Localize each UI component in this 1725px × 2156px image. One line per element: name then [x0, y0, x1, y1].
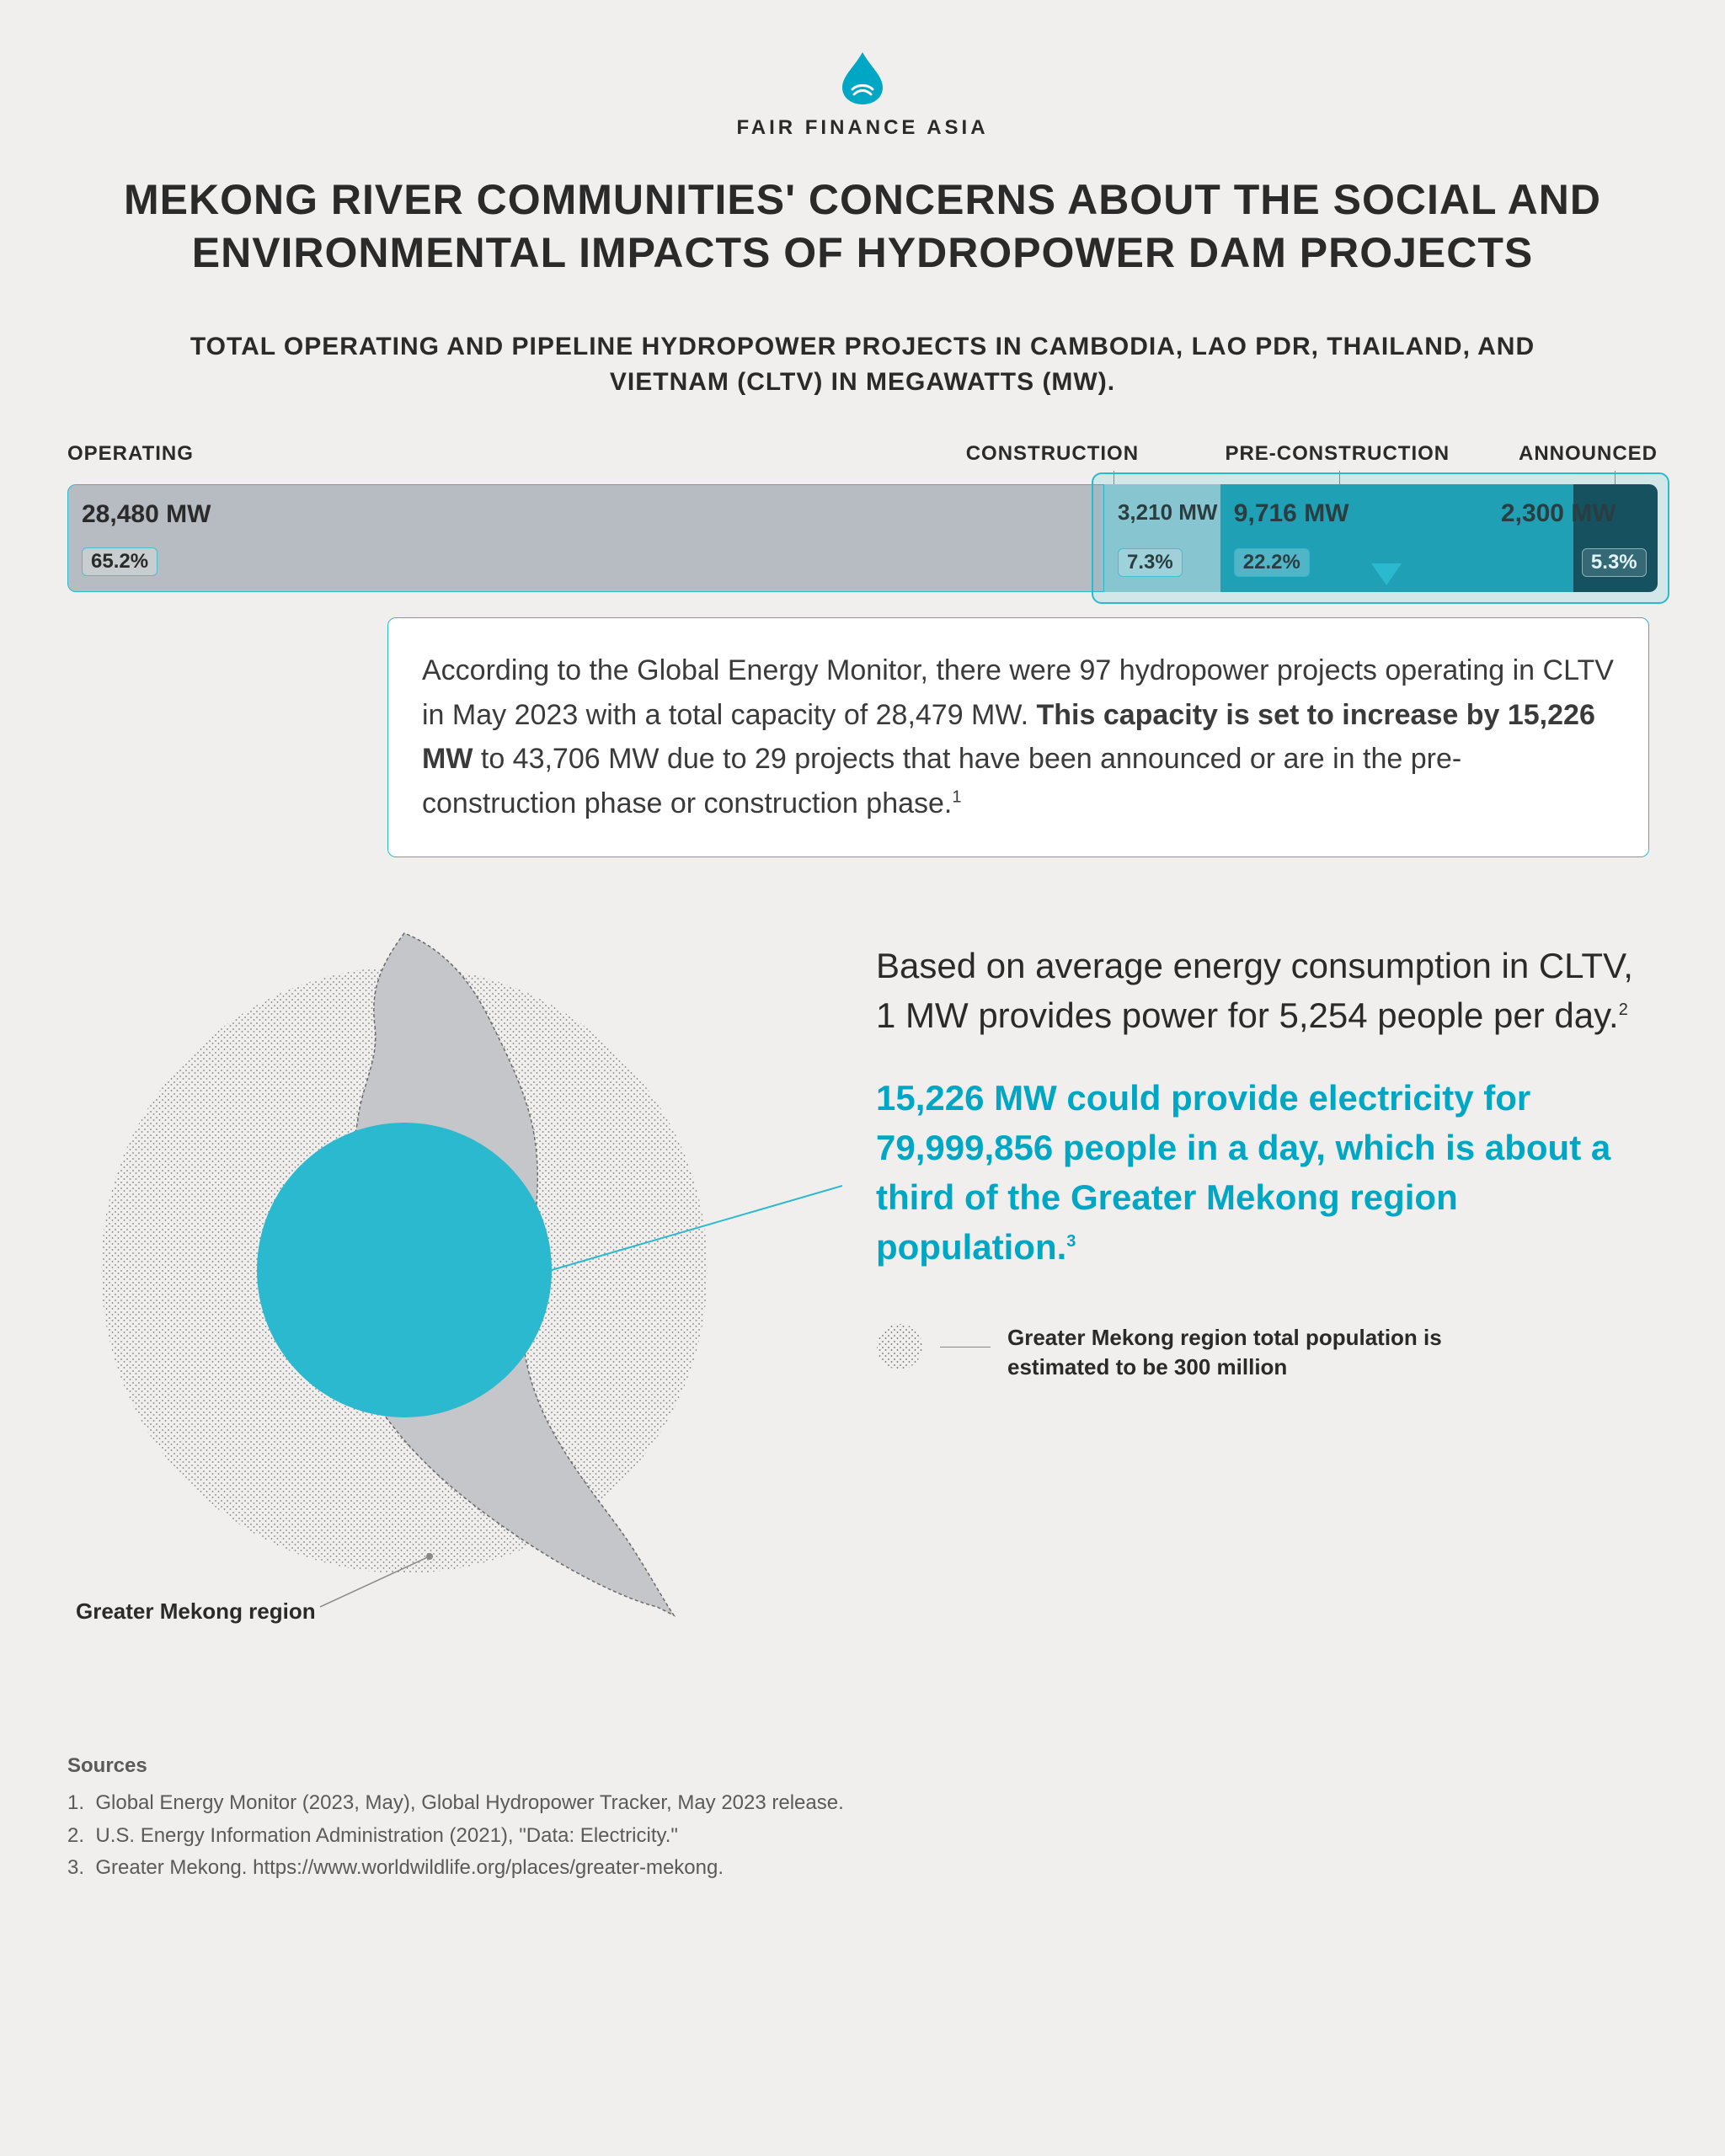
- map-and-text-section: Greater Mekong region Based on average e…: [67, 916, 1658, 1674]
- paragraph-energy-consumption: Based on average energy consumption in C…: [876, 942, 1658, 1041]
- main-title: MEKONG RIVER COMMUNITIES' CONCERNS ABOUT…: [101, 173, 1624, 279]
- segment-announced: 2,300 MW 5.3%: [1573, 484, 1658, 592]
- segment-operating: 28,480 MW 65.2%: [67, 484, 1104, 592]
- brand-block: FAIR FINANCE ASIA: [67, 51, 1658, 140]
- legend-stipple-icon: [876, 1323, 923, 1370]
- callout-box: According to the Global Energy Monitor, …: [387, 617, 1649, 857]
- para2-footnote-ref: 3: [1066, 1232, 1076, 1251]
- chart-category-labels: OPERATING CONSTRUCTION PRE-CONSTRUCTION …: [67, 442, 1658, 484]
- label-pre-construction: PRE-CONSTRUCTION: [1225, 442, 1450, 466]
- sources-title: Sources: [67, 1750, 1658, 1782]
- source-3-text: Greater Mekong. https://www.worldwildlif…: [95, 1856, 724, 1879]
- population-legend: Greater Mekong region total population i…: [876, 1323, 1658, 1382]
- label-operating: OPERATING: [67, 442, 194, 466]
- map-region-label: Greater Mekong region: [76, 1598, 316, 1625]
- text-column: Based on average energy consumption in C…: [842, 916, 1658, 1382]
- source-2-text: U.S. Energy Information Administration (…: [95, 1824, 678, 1847]
- segment-pre-construction-pct: 22.2%: [1234, 548, 1310, 577]
- source-1-text: Global Energy Monitor (2023, May), Globa…: [95, 1791, 843, 1814]
- source-item-3: 3. Greater Mekong. https://www.worldwild…: [67, 1852, 1658, 1884]
- stacked-bar: 28,480 MW 65.2% 3,210 MW 7.3% 9,716 MW 2…: [67, 484, 1658, 592]
- callout-pointer-icon: [1371, 563, 1402, 585]
- source-item-2: 2. U.S. Energy Information Administratio…: [67, 1820, 1658, 1852]
- hydropower-chart: OPERATING CONSTRUCTION PRE-CONSTRUCTION …: [67, 442, 1658, 592]
- callout-text-after: to 43,706 MW due to 29 projects that hav…: [422, 743, 1461, 819]
- sources-block: Sources 1. Global Energy Monitor (2023, …: [67, 1750, 1658, 1885]
- legend-connector-line: [940, 1347, 991, 1348]
- brand-logo-icon: [839, 51, 886, 106]
- subtitle: TOTAL OPERATING AND PIPELINE HYDROPOWER …: [168, 329, 1557, 400]
- para1-text: Based on average energy consumption in C…: [876, 946, 1633, 1035]
- legend-text: Greater Mekong region total population i…: [1007, 1323, 1462, 1382]
- brand-name: FAIR FINANCE ASIA: [736, 116, 988, 140]
- header: FAIR FINANCE ASIA MEKONG RIVER COMMUNITI…: [67, 51, 1658, 400]
- segment-construction: 3,210 MW 7.3%: [1104, 484, 1220, 592]
- mekong-map-graphic: [67, 916, 842, 1674]
- label-announced: ANNOUNCED: [1519, 442, 1658, 466]
- para1-footnote-ref: 2: [1619, 1001, 1628, 1019]
- paragraph-population-impact: 15,226 MW could provide electricity for …: [876, 1074, 1658, 1272]
- segment-construction-pct: 7.3%: [1118, 548, 1183, 577]
- segment-announced-pct: 5.3%: [1582, 548, 1647, 577]
- source-item-1: 1. Global Energy Monitor (2023, May), Gl…: [67, 1787, 1658, 1819]
- segment-operating-pct: 65.2%: [82, 547, 158, 576]
- para2-text: 15,226 MW could provide electricity for …: [876, 1078, 1610, 1266]
- callout-footnote-ref: 1: [952, 788, 961, 807]
- segment-construction-mw: 3,210 MW: [1118, 499, 1207, 526]
- segment-operating-mw: 28,480 MW: [82, 500, 1090, 529]
- segment-announced-mw: 2,300 MW: [1501, 499, 1616, 528]
- label-construction: CONSTRUCTION: [966, 442, 1139, 466]
- map-column: Greater Mekong region: [67, 916, 842, 1674]
